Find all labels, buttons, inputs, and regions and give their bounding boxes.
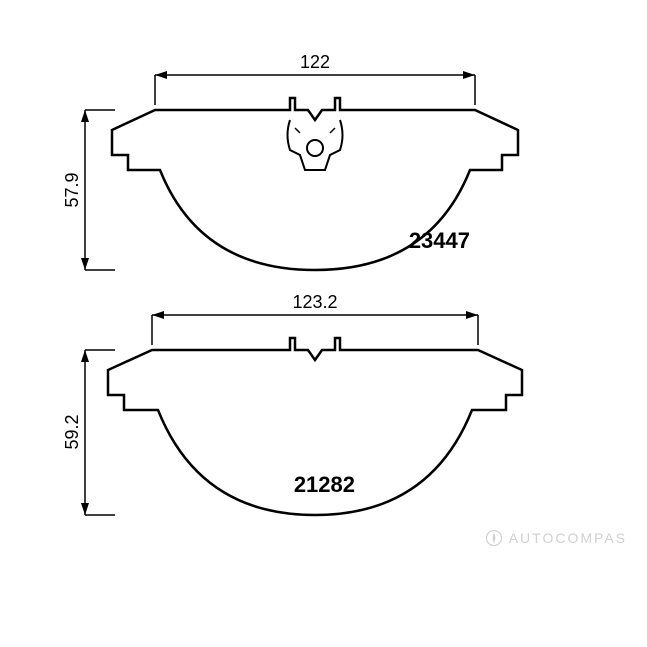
bottom-width-dimension: 123.2 [152, 292, 478, 345]
watermark-text: AUTOCOMPAS [509, 530, 627, 546]
bottom-height-value: 59.2 [62, 414, 82, 449]
bottom-part-number: 21282 [294, 472, 355, 497]
top-brake-pad: 23447 [112, 98, 518, 270]
top-width-value: 122 [300, 52, 330, 72]
top-width-dimension: 122 [155, 52, 475, 105]
bottom-width-value: 123.2 [292, 292, 337, 312]
top-height-value: 57.9 [62, 172, 82, 207]
top-height-dimension: 57.9 [62, 110, 115, 270]
bottom-brake-pad: 21282 [108, 338, 522, 515]
watermark: AUTOCOMPAS [485, 529, 627, 547]
technical-drawing: 122 57.9 23447 12 [0, 0, 647, 647]
top-part-number: 23447 [409, 228, 470, 253]
drawing-container: 122 57.9 23447 12 [0, 0, 647, 647]
compass-icon [485, 529, 503, 547]
